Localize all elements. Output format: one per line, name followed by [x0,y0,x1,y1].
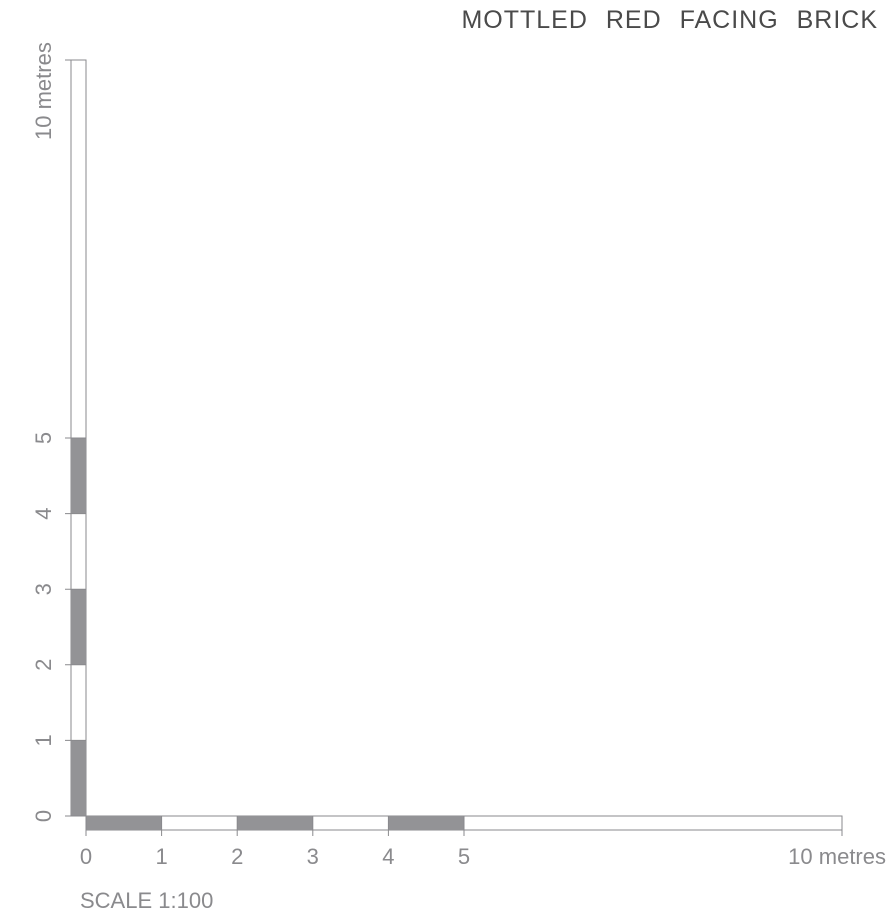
vertical-tick-label: 1 [31,734,56,746]
vertical-tick-label: 2 [31,659,56,671]
horizontal-scale-bar: 0 1 2 3 4 5 10 metres [80,815,886,869]
vertical-tick-label: 4 [31,507,56,519]
vertical-tick-label: 0 [31,810,56,822]
horizontal-filled-segment [86,816,162,830]
horizontal-tick-label: 3 [307,844,319,869]
horizontal-filled-segment [237,816,313,830]
vertical-scale-bar: 0 1 2 3 4 5 10 metres [31,42,87,822]
horizontal-tick-label: 0 [80,844,92,869]
horizontal-tick-label: 4 [382,844,394,869]
horizontal-end-label: 10 metres [788,844,886,869]
vertical-tick-label: 5 [31,432,56,444]
horizontal-filled-segment [388,816,464,830]
scale-caption: SCALE 1:100 [80,888,214,913]
horizontal-tick-label: 2 [231,844,243,869]
vertical-filled-segment [71,589,86,665]
vertical-tick-label: 3 [31,583,56,595]
vertical-filled-segment [71,740,86,816]
horizontal-tick-label: 5 [458,844,470,869]
horizontal-tick-label: 1 [155,844,167,869]
drawing-title: MOTTLED RED FACING BRICK [461,6,878,34]
vertical-filled-segment [71,438,86,514]
vertical-end-label: 10 metres [31,42,56,140]
